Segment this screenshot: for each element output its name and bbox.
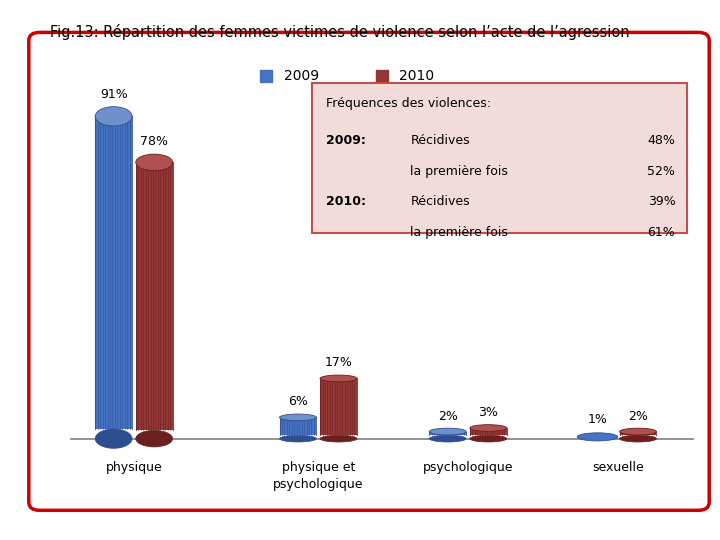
Bar — [620, 431, 657, 435]
Text: Fréquences des violences:: Fréquences des violences: — [326, 97, 491, 110]
Ellipse shape — [320, 435, 357, 442]
Ellipse shape — [279, 435, 316, 442]
Text: 91%: 91% — [100, 88, 127, 101]
Ellipse shape — [429, 435, 466, 442]
Ellipse shape — [620, 428, 657, 435]
Bar — [95, 116, 132, 429]
Text: Récidives: Récidives — [410, 195, 470, 208]
Text: 17%: 17% — [325, 356, 353, 369]
Text: 1%: 1% — [588, 413, 608, 426]
Text: 2%: 2% — [438, 410, 458, 423]
Text: 48%: 48% — [647, 134, 675, 147]
Ellipse shape — [279, 414, 316, 421]
Text: Fig.13: Répartition des femmes victimes de violence selon l’acte de l’agression: Fig.13: Répartition des femmes victimes … — [50, 24, 630, 40]
Text: sexuelle: sexuelle — [592, 461, 644, 474]
Ellipse shape — [429, 428, 466, 435]
Text: 2009:: 2009: — [326, 134, 366, 147]
Text: la première fois: la première fois — [410, 226, 508, 239]
Text: physique et
psychologique: physique et psychologique — [273, 461, 364, 491]
Bar — [136, 163, 173, 430]
FancyBboxPatch shape — [312, 84, 687, 233]
Text: psychologique: psychologique — [423, 461, 513, 474]
Text: 39%: 39% — [647, 195, 675, 208]
Text: la première fois: la première fois — [410, 165, 508, 178]
Ellipse shape — [136, 154, 173, 171]
Ellipse shape — [577, 433, 618, 441]
Ellipse shape — [320, 375, 357, 382]
Ellipse shape — [95, 107, 132, 126]
Ellipse shape — [95, 429, 132, 448]
Text: 52%: 52% — [647, 165, 675, 178]
Text: 2010: 2010 — [399, 69, 434, 83]
Text: 2%: 2% — [628, 410, 648, 423]
Text: 6%: 6% — [288, 395, 308, 408]
Bar — [279, 417, 316, 435]
Text: 78%: 78% — [140, 136, 168, 148]
Ellipse shape — [470, 424, 507, 431]
Bar — [429, 431, 466, 435]
Text: 3%: 3% — [478, 406, 498, 419]
Ellipse shape — [620, 435, 657, 442]
Bar — [320, 379, 357, 435]
Text: 2009: 2009 — [284, 69, 319, 83]
Text: 61%: 61% — [647, 226, 675, 239]
Text: physique: physique — [106, 461, 162, 474]
Ellipse shape — [136, 430, 173, 447]
Bar — [470, 428, 507, 435]
Text: 2010:: 2010: — [326, 195, 366, 208]
Text: Récidives: Récidives — [410, 134, 470, 147]
Ellipse shape — [470, 435, 507, 442]
